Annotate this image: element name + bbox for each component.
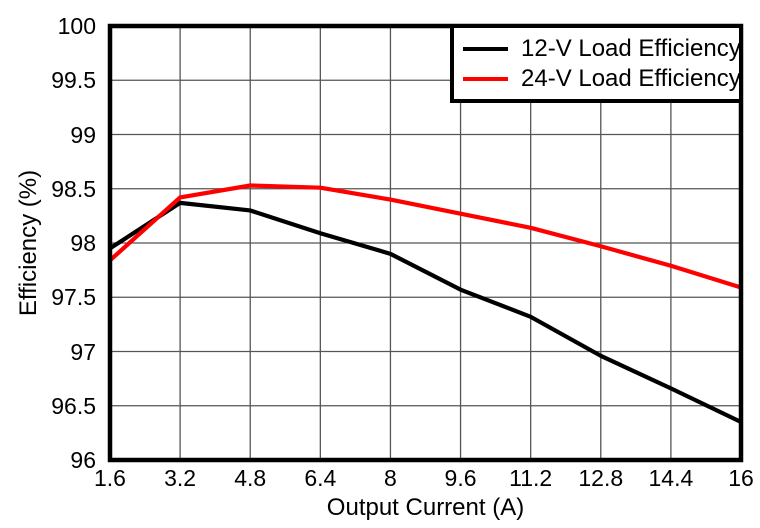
x-tick-label: 16 bbox=[728, 465, 754, 491]
legend-item: 12-V Load Efficiency bbox=[454, 34, 741, 63]
x-axis-title: Output Current (A) bbox=[326, 494, 525, 521]
legend-item: 24-V Load Efficiency bbox=[454, 64, 741, 93]
x-tick-label: 11.2 bbox=[509, 465, 553, 491]
legend-line-swatch bbox=[463, 46, 508, 51]
legend-label: 12-V Load Efficiency bbox=[521, 34, 741, 62]
y-tick-label: 96 bbox=[70, 447, 96, 473]
legend-label: 24-V Load Efficiency bbox=[521, 64, 741, 92]
y-tick-label: 96.5 bbox=[51, 392, 96, 419]
y-tick-label: 99 bbox=[70, 121, 96, 148]
x-tick-label: 4.8 bbox=[234, 465, 267, 491]
x-tick-label: 3.2 bbox=[164, 465, 197, 491]
legend-line-swatch bbox=[463, 76, 508, 81]
y-tick-label: 98 bbox=[70, 230, 96, 256]
x-tick-label: 12.8 bbox=[578, 465, 624, 491]
y-tick-label: 97.5 bbox=[51, 284, 96, 311]
y-tick-label: 99.5 bbox=[51, 67, 96, 94]
y-tick-label: 97 bbox=[70, 338, 96, 365]
y-tick-label: 100 bbox=[57, 13, 96, 39]
x-tick-label: 8 bbox=[384, 465, 397, 491]
y-tick-label: 98.5 bbox=[51, 175, 96, 202]
x-tick-label: 9.6 bbox=[444, 465, 477, 491]
legend: 12-V Load Efficiency 24-V Load Efficienc… bbox=[450, 24, 743, 103]
x-tick-label: 1.6 bbox=[94, 465, 126, 491]
x-tick-label: 6.4 bbox=[304, 465, 337, 491]
x-tick-label: 14.4 bbox=[648, 465, 694, 491]
